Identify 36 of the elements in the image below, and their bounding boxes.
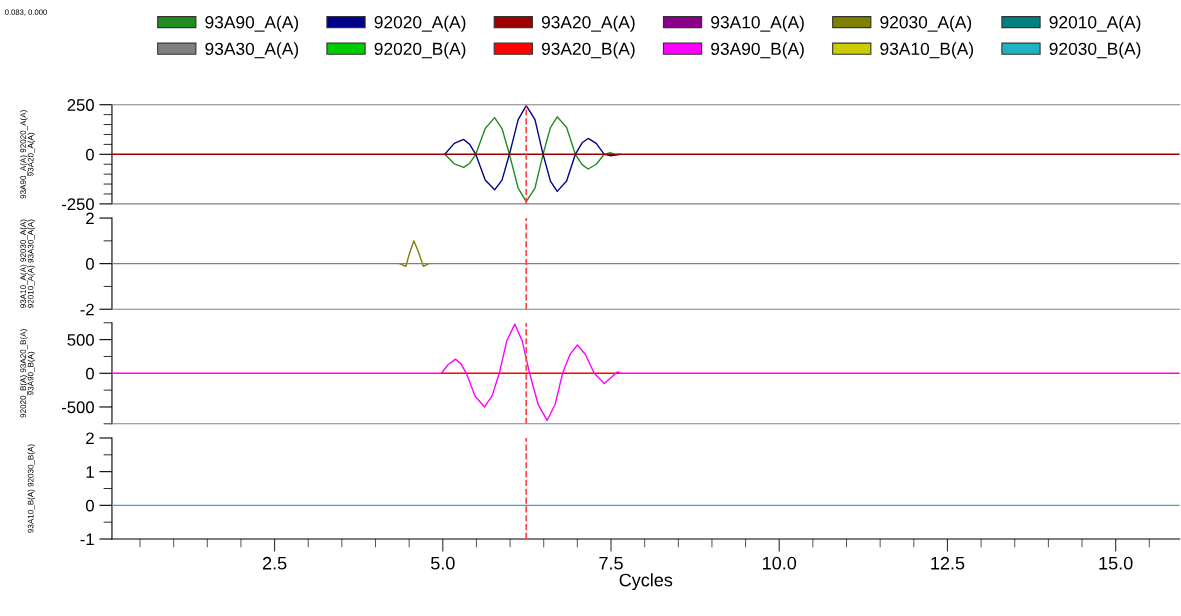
x-tick-label: 12.5 xyxy=(931,556,965,570)
y-tick-label: 0 xyxy=(85,148,94,161)
legend-label: 92020_A(A) xyxy=(374,15,466,32)
y-tick-label: 2 xyxy=(86,432,94,445)
legend-label: 92030_A(A) xyxy=(880,15,972,32)
y-tick-label: -250 xyxy=(61,198,94,211)
legend-label: 93A20_B(A) xyxy=(541,42,635,59)
y-tick-label: 0 xyxy=(85,258,94,270)
legend-label: 92030_B(A) xyxy=(1049,42,1141,59)
y-axis-title: 92020_B(A) 93A20_B(A) 93A90_B(A) xyxy=(20,329,36,418)
legend-label: 93A30_A(A) xyxy=(205,42,299,59)
y-tick-label: -500 xyxy=(61,401,94,414)
x-tick-label: 2.5 xyxy=(262,556,287,570)
y-tick-label: 500 xyxy=(67,334,94,346)
y-tick-label: 1 xyxy=(86,466,94,478)
y-tick-label: -2 xyxy=(80,303,94,316)
x-axis-title: Cycles xyxy=(619,573,673,591)
y-axis-title: 93A90_A(A) 92020_A(A) 93A20_A(A) xyxy=(20,110,36,199)
y-tick-label: 0 xyxy=(85,499,94,512)
legend-label: 93A90_B(A) xyxy=(711,42,804,59)
legend-label: 93A10_B(A) xyxy=(880,42,974,59)
y-tick-label: -1 xyxy=(80,533,94,546)
legend-label: 92020_B(A) xyxy=(374,42,466,59)
x-tick-label: 7.5 xyxy=(599,557,623,570)
x-tick-label: 15.0 xyxy=(1099,556,1133,570)
legend-label: 92010_A(A) xyxy=(1049,15,1141,32)
legend-label: 93A20_A(A) xyxy=(541,15,635,32)
y-tick-label: 250 xyxy=(67,99,94,111)
y-axis-title: 93A10_B(A) 92030_B(A) xyxy=(27,444,36,533)
y-tick-label: 2 xyxy=(86,212,94,225)
legend-label: 93A10_A(A) xyxy=(711,15,804,32)
legend-label: 93A90_A(A) xyxy=(205,15,299,32)
x-tick-label: 10.0 xyxy=(763,556,797,570)
x-tick-label: 5.0 xyxy=(430,556,455,570)
y-axis-title: 93A10_A(A) 92030_A(A) 92010_A(A) 93A30_A(A) xyxy=(20,219,36,308)
y-tick-label: 0 xyxy=(85,367,94,380)
